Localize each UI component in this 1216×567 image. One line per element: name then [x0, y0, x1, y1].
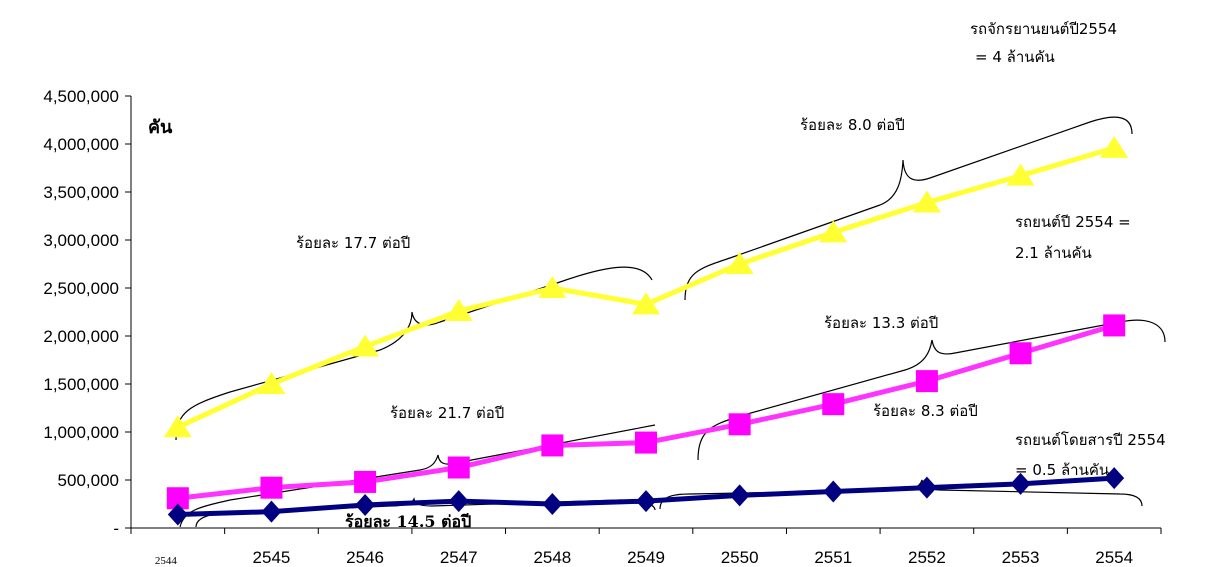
data-point-triangle [1100, 135, 1129, 158]
data-point-diamond [355, 493, 376, 516]
x-tick-label: 2545 [253, 548, 291, 567]
data-point-triangle [1006, 163, 1035, 186]
data-point-diamond [1010, 472, 1031, 495]
series-line-triangle [176, 145, 1115, 430]
data-point-square [166, 487, 189, 510]
y-tick-label: 2,000,000 [43, 327, 119, 346]
brace-car-late [697, 319, 1166, 461]
x-tick-label: 2546 [346, 548, 384, 567]
data-point-diamond [261, 500, 282, 523]
data-point-square [447, 456, 470, 479]
y-tick-label: - [113, 519, 119, 538]
data-point-diamond [636, 490, 656, 513]
annotation-bus-rate-early: ร้อยละ 14.5 ต่อปี [345, 512, 471, 531]
data-point-diamond [448, 490, 469, 513]
data-point-triangle [819, 220, 848, 243]
data-point-square [822, 393, 845, 416]
data-point-square [728, 413, 751, 436]
x-tick-label: 2544 [155, 555, 178, 567]
annotation-motorcycle-total-line1: รถจักรยานยนต์ปี2554 [970, 20, 1117, 38]
data-point-square [915, 370, 938, 393]
brace-motorcycle-late [684, 116, 1133, 301]
annotation-motorcycle-rate-late: ร้อยละ 8.0 ต่อปี [800, 116, 905, 134]
y-tick-label: 3,000,000 [43, 231, 119, 250]
y-tick-label: 1,000,000 [43, 423, 119, 442]
data-point-triangle [444, 299, 473, 322]
brace-motorcycle-early [175, 266, 653, 441]
annotation-car-rate-early: ร้อยละ 21.7 ต่อปี [390, 404, 504, 422]
annotation-car-total-line1: รถยนต์ปี 2554 = [1015, 213, 1131, 231]
data-point-triangle [912, 190, 941, 213]
x-tick-label: 2554 [1095, 548, 1133, 567]
annotation-motorcycle-rate-early: ร้อยละ 17.7 ต่อปี [296, 234, 410, 252]
data-point-diamond [1104, 467, 1125, 490]
data-point-triangle [257, 372, 286, 394]
y-tick-label: 3,500,000 [43, 183, 119, 202]
y-tick-label: 500,000 [58, 471, 119, 490]
data-point-diamond [823, 480, 844, 503]
brace-bus-late [659, 479, 1143, 510]
y-axis-unit-label: คัน [148, 117, 173, 138]
data-point-triangle [351, 334, 380, 357]
data-point-diamond [167, 503, 188, 526]
data-point-diamond [729, 484, 750, 507]
brace-car-early [179, 424, 656, 528]
data-point-diamond [542, 493, 563, 515]
x-tick-label: 2548 [533, 548, 571, 567]
data-point-triangle [632, 292, 660, 315]
data-point-square [1103, 314, 1126, 337]
data-point-square [354, 470, 377, 493]
x-tick-label: 2552 [908, 548, 946, 567]
data-point-square [635, 431, 657, 454]
x-tick-label: 2549 [627, 548, 665, 567]
annotation-car-total-line2: 2.1 ล้านคัน [1015, 244, 1092, 262]
data-point-diamond [916, 476, 937, 499]
data-point-square [1009, 342, 1032, 365]
x-tick-label: 2547 [440, 548, 478, 567]
data-point-square [260, 476, 283, 499]
data-point-triangle [538, 276, 567, 298]
x-tick-label: 2550 [721, 548, 759, 567]
x-tick-label: 2551 [814, 548, 852, 567]
annotation-motorcycle-total-line2: = 4 ล้านคัน [975, 48, 1055, 66]
y-tick-label: 1,500,000 [43, 375, 119, 394]
data-point-triangle [163, 415, 192, 438]
annotation-bus-total-line1: รถยนต์โดยสารปี 2554 [1015, 431, 1166, 449]
y-tick-label: 4,500,000 [43, 87, 119, 106]
annotation-bus-rate-late: ร้อยละ 8.3 ต่อปี [873, 402, 978, 420]
annotation-bus-total-line2: = 0.5 ล้านคัน [1015, 461, 1109, 479]
y-tick-label: 2,500,000 [43, 279, 119, 298]
data-point-square [541, 434, 564, 457]
data-point-triangle [725, 252, 754, 274]
x-tick-label: 2553 [1002, 548, 1040, 567]
y-tick-label: 4,000,000 [43, 135, 119, 154]
annotation-car-rate-late: ร้อยละ 13.3 ต่อปี [824, 314, 938, 332]
